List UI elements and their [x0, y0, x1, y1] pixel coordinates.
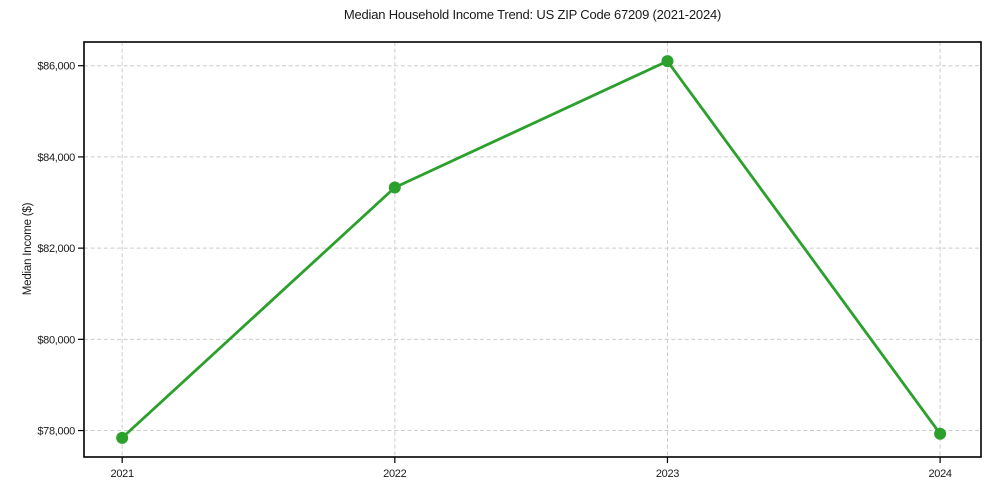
- x-tick-label: 2022: [383, 468, 406, 480]
- y-tick-label: $86,000: [37, 61, 75, 73]
- x-tick-label: 2024: [928, 468, 951, 480]
- chart-title: Median Household Income Trend: US ZIP Co…: [343, 7, 722, 22]
- y-tick-label: $78,000: [37, 426, 75, 438]
- y-tick-label: $82,000: [37, 243, 75, 255]
- plot-border: [83, 41, 982, 458]
- y-axis-label: Median Income ($): [22, 202, 34, 296]
- data-line: [120, 59, 942, 440]
- data-point: [661, 55, 674, 68]
- data-point: [116, 431, 129, 444]
- y-tick-label: $84,000: [37, 152, 75, 164]
- y-tick-label: $80,000: [37, 334, 75, 346]
- x-tick-label: 2023: [656, 468, 679, 480]
- data-point: [388, 181, 401, 194]
- x-tick-label: 2021: [111, 468, 134, 480]
- data-point: [934, 427, 947, 440]
